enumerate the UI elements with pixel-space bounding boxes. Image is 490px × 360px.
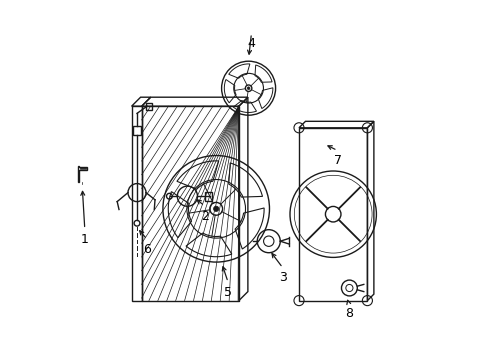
Bar: [142, 106, 239, 301]
Text: 1: 1: [81, 233, 89, 246]
Text: 5: 5: [224, 286, 232, 299]
Text: 2: 2: [201, 210, 209, 222]
Text: 6: 6: [143, 243, 151, 256]
Bar: [146, 103, 152, 110]
Text: 4: 4: [247, 37, 255, 50]
Bar: [133, 126, 141, 135]
Text: 7: 7: [334, 154, 342, 167]
Circle shape: [214, 206, 219, 211]
Text: 3: 3: [279, 271, 287, 284]
Circle shape: [247, 87, 250, 90]
Text: 8: 8: [344, 307, 353, 320]
Bar: [132, 106, 142, 301]
Bar: [205, 192, 212, 201]
Bar: [299, 128, 368, 301]
